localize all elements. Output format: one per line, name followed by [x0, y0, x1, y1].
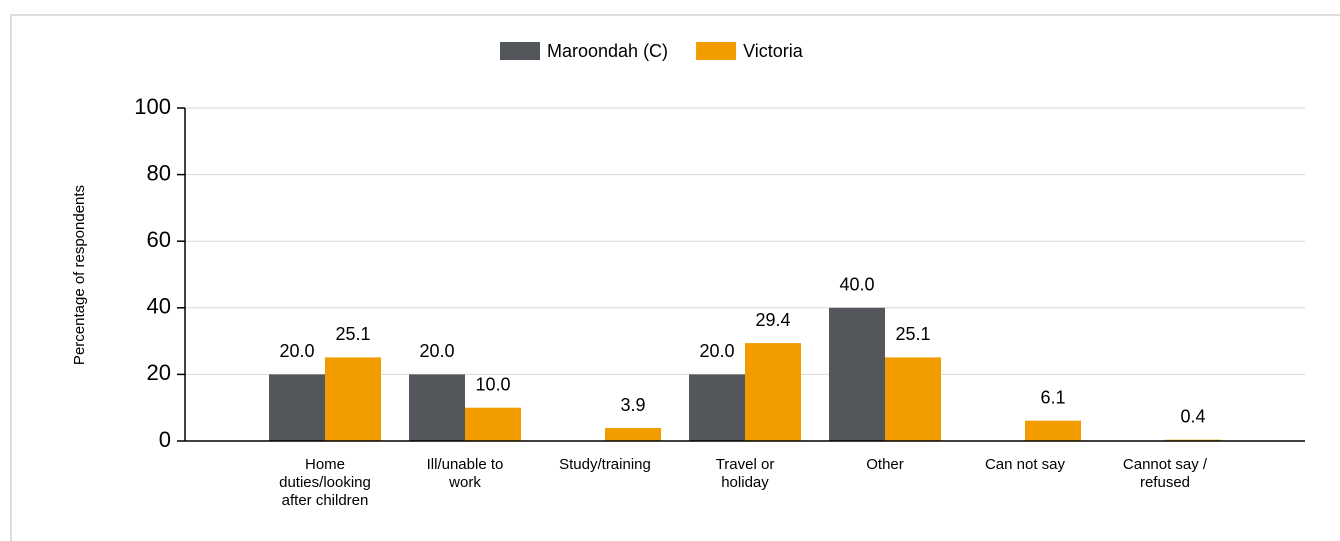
bar — [269, 374, 325, 441]
bar — [745, 343, 801, 441]
value-label: 0.4 — [1180, 406, 1205, 426]
legend-label: Victoria — [743, 41, 804, 61]
value-label: 20.0 — [419, 341, 454, 361]
value-label: 20.0 — [699, 341, 734, 361]
y-tick-label: 0 — [159, 427, 171, 452]
value-label: 20.0 — [279, 341, 314, 361]
y-tick-label: 60 — [147, 227, 171, 252]
value-label: 25.1 — [895, 324, 930, 344]
value-label: 25.1 — [335, 324, 370, 344]
x-tick-label: Cannot say / refused — [1123, 456, 1208, 491]
value-label: 40.0 — [839, 275, 874, 295]
y-tick-label: 40 — [147, 294, 171, 319]
frame — [10, 14, 1340, 541]
bar — [1025, 420, 1081, 441]
y-axis-title: Percentage of respondents — [71, 185, 88, 365]
bar — [465, 407, 521, 441]
bar — [325, 357, 381, 441]
bar — [885, 357, 941, 441]
bar — [409, 374, 465, 441]
legend-label: Maroondah (C) — [547, 41, 668, 61]
x-tick-label: Can not say — [985, 456, 1066, 473]
bar — [689, 374, 745, 441]
y-tick-label: 100 — [134, 94, 171, 119]
value-label: 3.9 — [620, 395, 645, 415]
x-tick-label: Study/training — [559, 456, 651, 473]
value-label: 29.4 — [755, 310, 790, 330]
legend-swatch — [500, 42, 540, 60]
legend-swatch — [696, 42, 737, 60]
x-tick-label: Home duties/looking after children — [279, 456, 371, 509]
y-tick-label: 80 — [147, 160, 171, 185]
bar — [605, 428, 661, 441]
value-label: 10.0 — [475, 374, 510, 394]
x-tick-label: Ill/unable to work — [427, 456, 504, 491]
y-tick-label: 20 — [147, 360, 171, 385]
x-tick-label: Other — [866, 456, 904, 473]
bar — [829, 307, 885, 441]
x-tick-label: Travel or holiday — [716, 456, 775, 491]
value-label: 6.1 — [1040, 387, 1065, 407]
